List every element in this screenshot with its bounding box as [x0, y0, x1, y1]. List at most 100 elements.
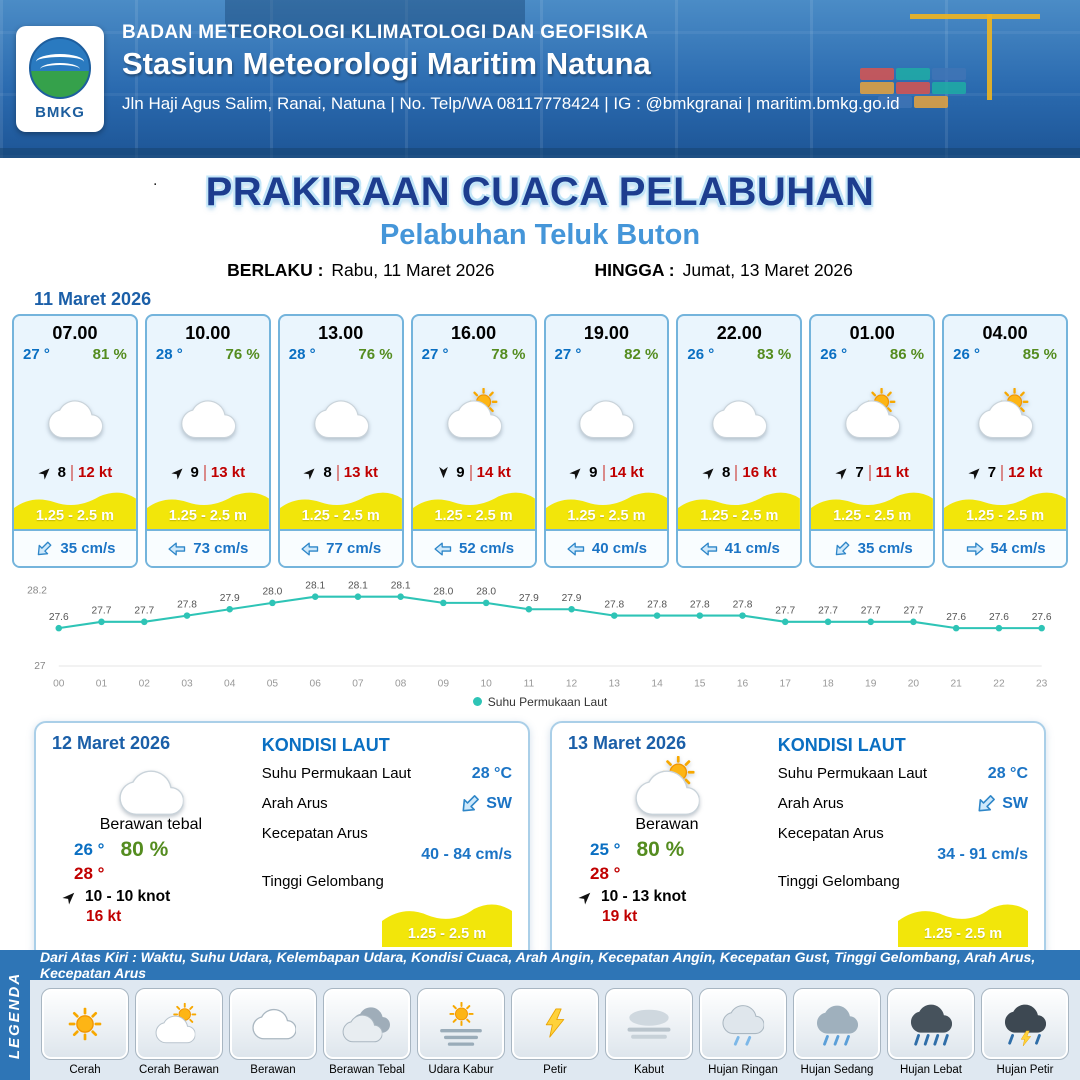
- wave-height-band: 1.25 - 2.5 m: [678, 487, 801, 529]
- cloud-icon: [711, 399, 767, 439]
- wave-height-band: 1.25 - 2.5 m: [412, 487, 535, 529]
- temp-humidity-row: 26 ° 85 %: [944, 344, 1066, 363]
- sst-chart: 28.2 27 27.6 00 27.7 01 27.7 02 27.8 03 27.9 04 28.0…: [24, 574, 1056, 709]
- air-temperature: 26 °: [820, 346, 848, 363]
- wind-direction-icon: [167, 462, 188, 483]
- current-row: 35 cm/s: [14, 529, 136, 566]
- svg-text:28.0: 28.0: [476, 587, 496, 598]
- svg-text:27.8: 27.8: [733, 599, 753, 610]
- current-direction-label: Arah Arus: [777, 795, 844, 813]
- wave-height-value: 1.25 - 2.5 m: [407, 925, 487, 942]
- forecast-time: 04.00: [982, 323, 1028, 343]
- current-direction-label: Arah Arus: [261, 795, 328, 813]
- weather-icon: [944, 363, 1066, 464]
- container-icon: [860, 68, 894, 80]
- humidity: 78 %: [491, 346, 526, 363]
- svg-text:27.9: 27.9: [519, 593, 539, 604]
- daily-wind-direction-icon: [575, 885, 598, 908]
- daily-card-left: 13 Maret 2026 Berawan 25 ° 80 % 28 ° 10 …: [568, 733, 766, 947]
- wind-gust: 16 kt: [742, 464, 777, 481]
- current-speed-label: Kecepatan Arus: [777, 824, 884, 842]
- forecast-card-row: 07.00 27 ° 81 % 8 12 kt 1.25 - 2.5 m: [0, 314, 1080, 568]
- legend-sidebar-label: LEGENDA: [6, 971, 24, 1059]
- wind-row: 7 12 kt: [944, 464, 1066, 481]
- svg-text:28.0: 28.0: [262, 587, 282, 598]
- container-icon: [878, 96, 912, 108]
- legend-item: Cerah: [40, 988, 130, 1076]
- forecast-time: 10.00: [185, 323, 231, 343]
- svg-text:09: 09: [438, 678, 450, 689]
- temp-humidity-row: 27 ° 81 %: [14, 344, 136, 363]
- thick-cloud-icon: [323, 988, 411, 1060]
- container-icon: [932, 82, 966, 94]
- svg-text:28.1: 28.1: [305, 581, 325, 592]
- svg-text:22: 22: [993, 678, 1005, 689]
- contact-line: Jln Haji Agus Salim, Ranai, Natuna | No.…: [122, 94, 900, 113]
- forecast-date: 11 Maret 2026: [34, 289, 152, 309]
- cloud-icon: [446, 399, 502, 439]
- legend-label: Hujan Lebat: [899, 1064, 963, 1076]
- legend-item: Hujan Petir: [980, 988, 1070, 1076]
- current-row: 52 cm/s: [412, 529, 535, 566]
- stray-dot: .: [153, 172, 158, 189]
- wave-height-badge: 1.25 - 2.5 m: [898, 897, 1028, 947]
- daily-card: 13 Maret 2026 Berawan 25 ° 80 % 28 ° 10 …: [550, 720, 1046, 961]
- legend-item: Petir: [510, 988, 600, 1076]
- current-speed: 35 cm/s: [60, 540, 116, 557]
- svg-text:19: 19: [865, 678, 877, 689]
- divider: [602, 464, 605, 481]
- weather-icon: [147, 363, 269, 464]
- daily-wind-speed: 10 - 13 knot: [601, 887, 687, 905]
- svg-text:27.6: 27.6: [49, 612, 69, 623]
- current-speed-label: Kecepatan Arus: [261, 824, 368, 842]
- wave-height-label: Tinggi Gelombang: [261, 872, 384, 890]
- current-speed: 41 cm/s: [724, 540, 780, 557]
- current-direction-icon: [969, 787, 1003, 821]
- weather-icon: [678, 363, 800, 464]
- divider: [735, 464, 738, 481]
- cloud-icon: [47, 399, 103, 439]
- cloud-icon: [229, 988, 317, 1060]
- legend-label: Hujan Ringan: [708, 1064, 778, 1076]
- chart-legend: Suhu Permukaan Laut: [24, 695, 1056, 709]
- divider: [868, 464, 871, 481]
- wave-height-value: 1.25 - 2.5 m: [301, 508, 380, 524]
- legend-label: Berawan: [250, 1064, 296, 1076]
- divider: [71, 464, 73, 481]
- temp-humidity-row: 26 ° 86 %: [811, 344, 933, 363]
- wind-direction-icon: [566, 462, 587, 483]
- forecast-card: 07.00 27 ° 81 % 8 12 kt 1.25 - 2.5 m: [12, 314, 138, 568]
- container-icon: [914, 96, 948, 108]
- forecast-time: 16.00: [451, 323, 497, 343]
- wave-height-value: 1.25 - 2.5 m: [434, 508, 513, 524]
- daily-summary-row: 12 Maret 2026 Berawan tebal 26 ° 80 % 28…: [0, 709, 1080, 961]
- wind-direction-icon: [436, 465, 451, 480]
- container-icon: [896, 82, 930, 94]
- wind-row: 8 13 kt: [280, 464, 402, 481]
- humidity: 86 %: [889, 346, 925, 363]
- divider: [336, 464, 339, 481]
- page-title: PRAKIRAAN CUACA PELABUHAN: [205, 170, 875, 214]
- cloud-icon: [844, 399, 900, 439]
- humidity: 85 %: [1022, 346, 1057, 363]
- daily-date: 13 Maret 2026: [568, 732, 687, 753]
- current-speed: 73 cm/s: [193, 540, 249, 557]
- daily-card: 12 Maret 2026 Berawan tebal 26 ° 80 % 28…: [34, 720, 530, 961]
- current-direction-icon: [828, 534, 856, 562]
- validity-period: BERLAKU : Rabu, 11 Maret 2026 HINGGA : J…: [0, 260, 1080, 281]
- svg-text:27.6: 27.6: [989, 612, 1009, 623]
- svg-text:21: 21: [950, 678, 962, 689]
- forecast-card: 10.00 28 ° 76 % 9 13 kt 1.25 - 2.5 m: [144, 314, 271, 568]
- sea-conditions-title: KONDISI LAUT: [777, 734, 906, 755]
- wind-gust: 14 kt: [476, 464, 511, 481]
- wave-height-value: 1.25 - 2.5 m: [965, 508, 1045, 524]
- hingga-group: HINGGA : Jumat, 13 Maret 2026: [595, 260, 853, 281]
- svg-text:28.0: 28.0: [433, 587, 453, 598]
- cloud-icon: [118, 769, 184, 816]
- svg-text:05: 05: [267, 678, 279, 689]
- svg-text:01: 01: [96, 678, 108, 689]
- svg-text:27.8: 27.8: [647, 599, 667, 610]
- daily-humidity: 80 %: [120, 837, 169, 861]
- humidity: 76 %: [225, 346, 260, 363]
- daily-wind-direction-icon: [59, 885, 82, 908]
